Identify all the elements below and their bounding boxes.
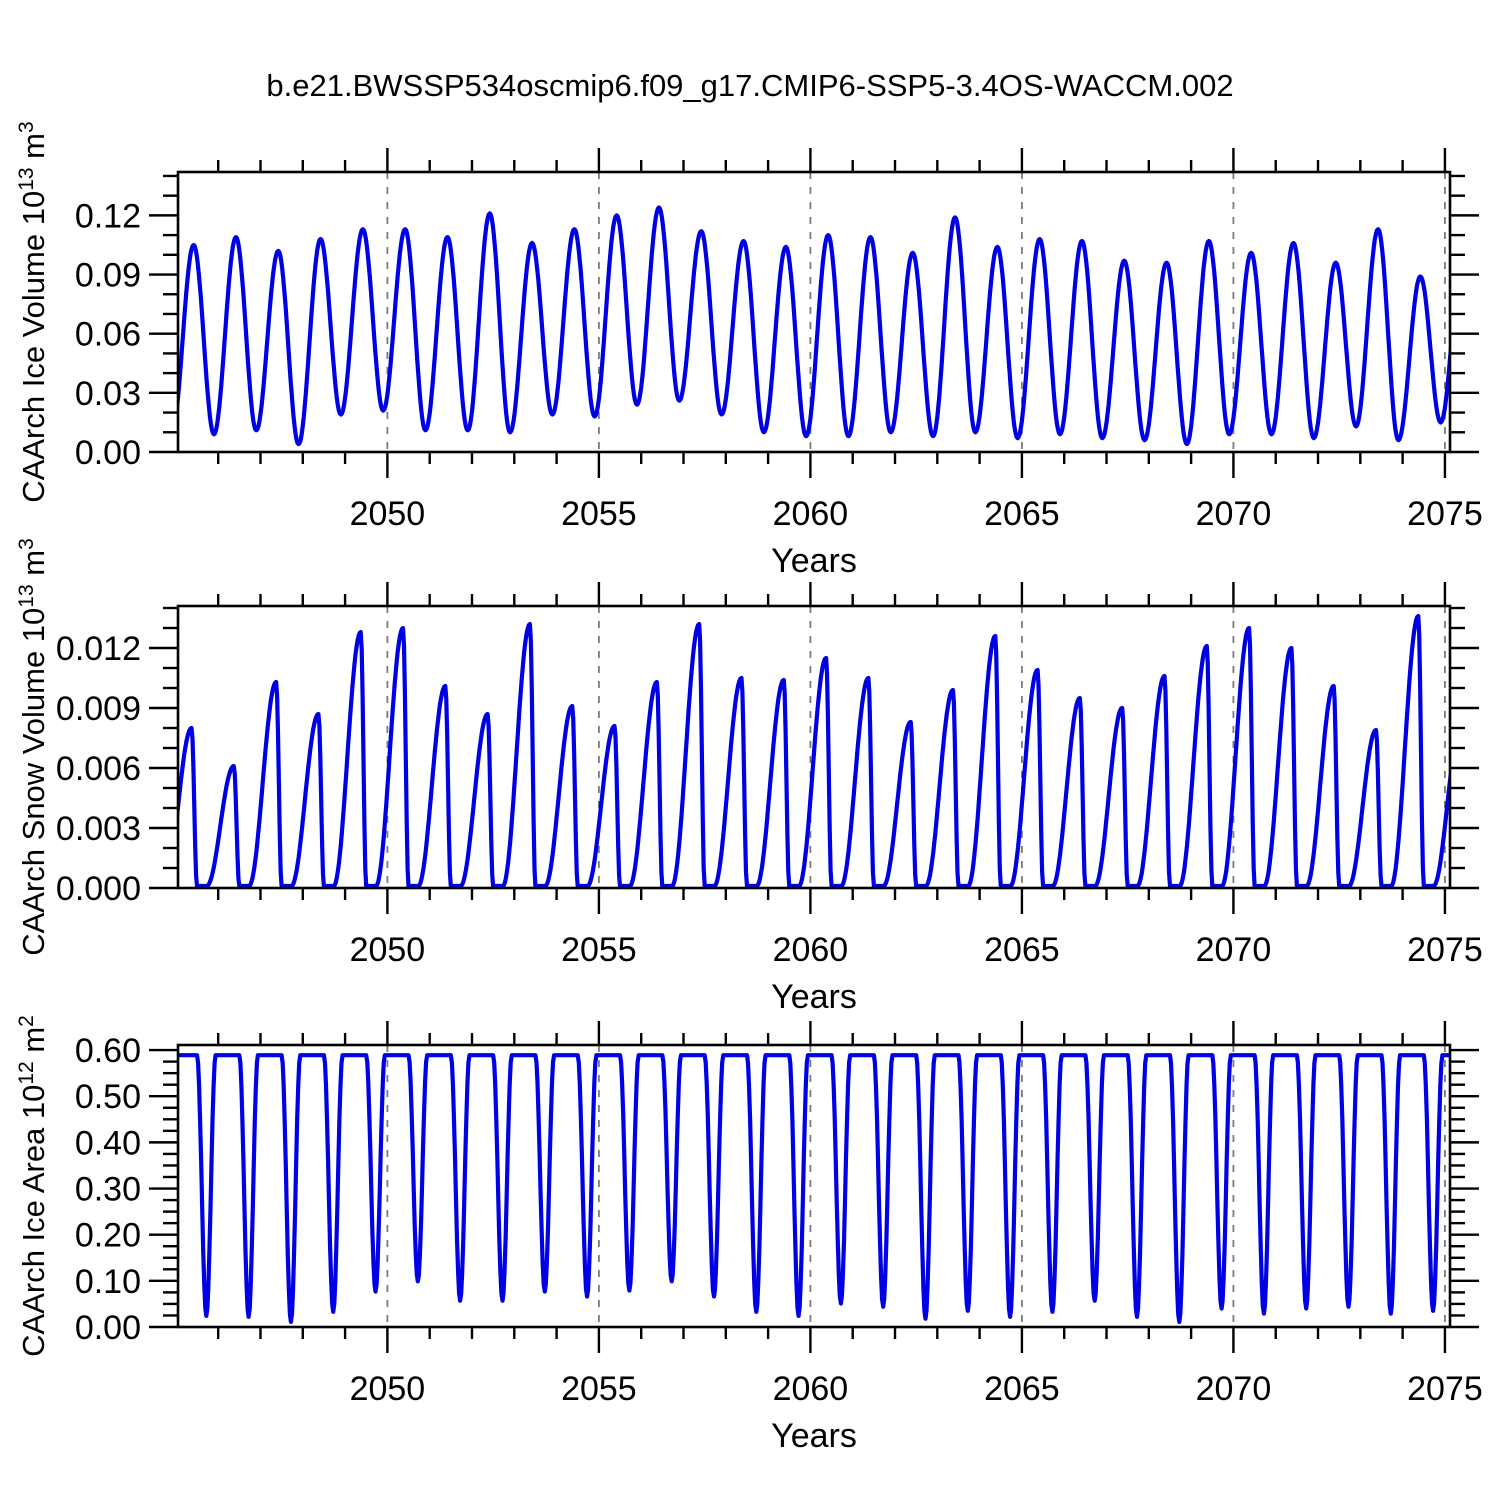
tick-label: 0.12 [75, 197, 141, 235]
tick-label: 2050 [350, 495, 426, 533]
tick-label: 0.009 [56, 690, 141, 728]
tick-label: 0.03 [75, 375, 141, 413]
ylabel-caarch-ice-area: CAArch Ice Area 1012 m2 [15, 1015, 51, 1357]
tick-label: 2070 [1196, 495, 1272, 533]
tick-label: 0.30 [75, 1171, 141, 1209]
panel-frame [176, 170, 1452, 454]
tick-label: 2050 [350, 1370, 426, 1408]
tick-label: 2060 [773, 931, 849, 969]
tick-label: 0.60 [75, 1032, 141, 1070]
tick-label: 2075 [1407, 495, 1483, 533]
tick-label: 2070 [1196, 931, 1272, 969]
caarch-ice-area-line [178, 1053, 1450, 1324]
tick-label: 2060 [773, 1370, 849, 1408]
tick-label: 0.06 [75, 316, 141, 354]
panel-caarch-ice-area: 2050 2055 2060 2065 2070 2075 Years 0.00 0.10 0.2… [15, 1015, 1483, 1455]
xlabel-years: Years [771, 978, 857, 1016]
tick-label: 0.50 [75, 1078, 141, 1116]
panel-caarch-snow-volume: 2050 2055 2060 2065 2070 2075 Years 0.000 0.003 0… [15, 538, 1483, 1016]
tick-label: 2060 [773, 495, 849, 533]
tick-label: 0.006 [56, 750, 141, 788]
figure-title: b.e21.BWSSP534oscmip6.f09_g17.CMIP6-SSP5… [266, 68, 1234, 103]
tick-label: 0.40 [75, 1124, 141, 1162]
tick-label: 0.00 [75, 434, 141, 472]
tick-label: 0.20 [75, 1217, 141, 1255]
tick-label: 0.003 [56, 810, 141, 848]
tick-label: 2075 [1407, 1370, 1483, 1408]
tick-label: 2075 [1407, 931, 1483, 969]
tick-label: 2055 [561, 931, 637, 969]
panel-caarch-ice-volume: 2050 2055 2060 2065 2070 2075 Years 0.00 0.03 0.0… [15, 121, 1483, 580]
tick-label: 2050 [350, 931, 426, 969]
tick-label: 2065 [984, 1370, 1060, 1408]
tick-label: 2065 [984, 495, 1060, 533]
tick-label: 0.09 [75, 257, 141, 295]
caarch-snow-volume-line [178, 613, 1450, 888]
tick-label: 0.10 [75, 1263, 141, 1301]
caarch-ice-volume-line [178, 205, 1450, 447]
ylabel-caarch-ice-volume: CAArch Ice Volume 1013 m3 [15, 121, 51, 502]
tick-label: 2055 [561, 495, 637, 533]
tick-label: 0.00 [75, 1309, 141, 1347]
tick-label: 2065 [984, 931, 1060, 969]
xlabel-years: Years [771, 1417, 857, 1455]
tick-label: 2070 [1196, 1370, 1272, 1408]
xlabel-years: Years [771, 542, 857, 580]
ylabel-caarch-snow-volume: CAArch Snow Volume 1013 m3 [15, 538, 51, 956]
tick-label: 0.000 [56, 870, 141, 908]
panel-frame [176, 1043, 1452, 1329]
tick-label: 0.012 [56, 630, 141, 668]
tick-label: 2055 [561, 1370, 637, 1408]
